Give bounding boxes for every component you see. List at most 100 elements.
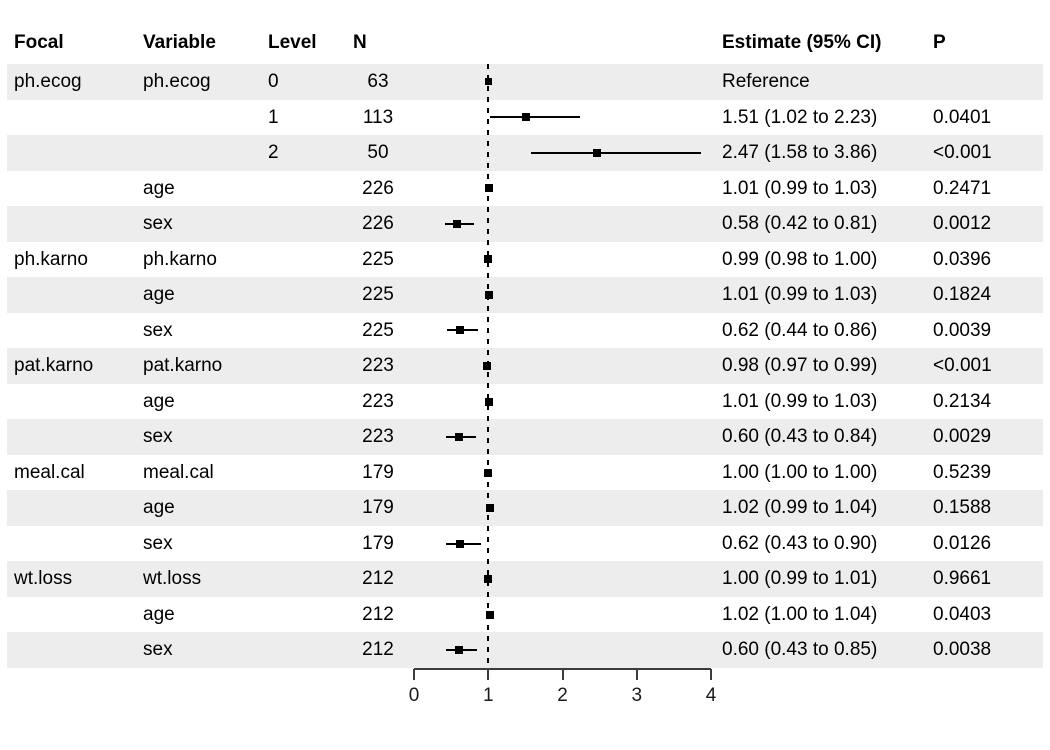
row-stripe (7, 632, 1043, 668)
cell-focal: pat.karno (14, 355, 94, 377)
cell-variable: age (143, 497, 175, 519)
cell-n: 179 (362, 461, 394, 483)
cell-p: 0.1824 (933, 284, 992, 306)
estimate-marker (454, 646, 463, 655)
cell-estimate: 2.47 (1.58 to 3.86) (722, 142, 878, 164)
cell-estimate: 0.62 (0.44 to 0.86) (722, 319, 878, 341)
x-axis-tick-label: 4 (705, 685, 717, 706)
table-row: 1 113 1.51 (1.02 to 2.23) 0.0401 (0, 100, 1050, 136)
cell-estimate: 1.01 (0.99 to 1.03) (722, 177, 878, 199)
cell-p: 0.0396 (933, 248, 992, 270)
cell-estimate: 1.01 (0.99 to 1.03) (722, 390, 878, 412)
x-axis-tick (487, 669, 490, 680)
cell-n: 179 (362, 497, 394, 519)
column-header-variable: Variable (143, 32, 216, 53)
x-axis-tick (561, 669, 564, 680)
estimate-marker (522, 113, 531, 122)
x-axis-tick-label: 1 (482, 685, 494, 706)
cell-p: 0.0401 (933, 106, 992, 128)
column-header-n: N (353, 32, 367, 53)
table-row: pat.karno pat.karno 223 0.98 (0.97 to 0.… (0, 348, 1050, 384)
cell-n: 225 (362, 248, 394, 270)
cell-estimate: 0.62 (0.43 to 0.90) (722, 532, 878, 554)
cell-estimate: 0.99 (0.98 to 1.00) (722, 248, 878, 270)
table-row: sex 179 0.62 (0.43 to 0.90) 0.0126 (0, 526, 1050, 562)
column-header-p: P (933, 32, 946, 53)
cell-variable: sex (143, 213, 173, 235)
table-row: wt.loss wt.loss 212 1.00 (0.99 to 1.01) … (0, 561, 1050, 597)
cell-p: 0.0403 (933, 603, 992, 625)
cell-variable: age (143, 390, 175, 412)
cell-estimate: 0.58 (0.42 to 0.81) (722, 213, 878, 235)
row-stripe (7, 64, 1043, 100)
cell-p: 0.0029 (933, 426, 992, 448)
table-row: age 226 1.01 (0.99 to 1.03) 0.2471 (0, 171, 1050, 207)
cell-variable: sex (143, 532, 173, 554)
table-row: sex 212 0.60 (0.43 to 0.85) 0.0038 (0, 632, 1050, 668)
cell-p: 0.0038 (933, 639, 992, 661)
cell-n: 212 (362, 603, 394, 625)
cell-variable: age (143, 177, 175, 199)
table-row: age 223 1.01 (0.99 to 1.03) 0.2134 (0, 384, 1050, 420)
table-row: ph.karno ph.karno 225 0.99 (0.98 to 1.00… (0, 242, 1050, 278)
row-stripe (7, 490, 1043, 526)
cell-n: 113 (362, 106, 394, 128)
row-stripe (7, 561, 1043, 597)
cell-focal: ph.karno (14, 248, 88, 270)
row-stripe (7, 348, 1043, 384)
cell-estimate: 0.60 (0.43 to 0.85) (722, 639, 878, 661)
cell-focal: wt.loss (14, 568, 73, 590)
row-stripe (7, 135, 1043, 171)
cell-variable: sex (143, 426, 173, 448)
table-row: age 179 1.02 (0.99 to 1.04) 0.1588 (0, 490, 1050, 526)
cell-estimate: 1.01 (0.99 to 1.03) (722, 284, 878, 306)
cell-level: 2 (268, 142, 279, 164)
cell-n: 223 (362, 355, 394, 377)
cell-p: 0.0039 (933, 319, 992, 341)
cell-estimate: Reference (722, 71, 810, 92)
cell-n: 225 (362, 284, 394, 306)
x-axis-tick (413, 669, 415, 680)
row-stripe (7, 206, 1043, 242)
table-row: sex 225 0.62 (0.44 to 0.86) 0.0039 (0, 313, 1050, 349)
row-stripe (7, 277, 1043, 313)
column-header-level: Level (268, 32, 317, 53)
cell-p: 0.5239 (933, 461, 992, 483)
estimate-marker (456, 326, 465, 335)
cell-variable: sex (143, 639, 173, 661)
cell-p: <0.001 (933, 142, 992, 164)
cell-n: 50 (367, 142, 389, 164)
cell-estimate: 1.51 (1.02 to 2.23) (722, 106, 878, 128)
x-axis-tick (635, 669, 638, 680)
row-stripe (7, 419, 1043, 455)
column-header-estimate: Estimate (95% CI) (722, 32, 882, 53)
cell-level: 1 (268, 106, 279, 128)
cell-estimate: 1.00 (0.99 to 1.01) (722, 568, 878, 590)
x-axis-tick-label: 2 (557, 685, 568, 706)
cell-estimate: 0.98 (0.97 to 0.99) (722, 355, 878, 377)
estimate-marker (482, 361, 491, 370)
cell-n: 63 (367, 71, 389, 92)
ci-whisker (489, 116, 580, 119)
cell-variable: ph.ecog (143, 71, 211, 92)
cell-variable: pat.karno (143, 355, 223, 377)
cell-n: 226 (362, 177, 394, 199)
table-row: sex 223 0.60 (0.43 to 0.84) 0.0029 (0, 419, 1050, 455)
table-row: age 212 1.02 (1.00 to 1.04) 0.0403 (0, 597, 1050, 633)
cell-estimate: 1.00 (1.00 to 1.00) (722, 461, 878, 483)
x-axis-tick (710, 669, 712, 680)
cell-n: 226 (362, 213, 394, 235)
x-axis-tick-label: 0 (408, 685, 420, 706)
cell-p: 0.1588 (933, 497, 992, 519)
cell-p: <0.001 (933, 355, 992, 377)
reference-line (487, 64, 490, 668)
estimate-marker (453, 219, 462, 228)
cell-variable: wt.loss (143, 568, 202, 590)
cell-focal: meal.cal (14, 461, 85, 483)
table-row: meal.cal meal.cal 179 1.00 (1.00 to 1.00… (0, 455, 1050, 491)
cell-variable: sex (143, 319, 173, 341)
cell-n: 225 (362, 319, 394, 341)
table-row: 2 50 2.47 (1.58 to 3.86) <0.001 (0, 135, 1050, 171)
cell-p: 0.9661 (933, 568, 992, 590)
